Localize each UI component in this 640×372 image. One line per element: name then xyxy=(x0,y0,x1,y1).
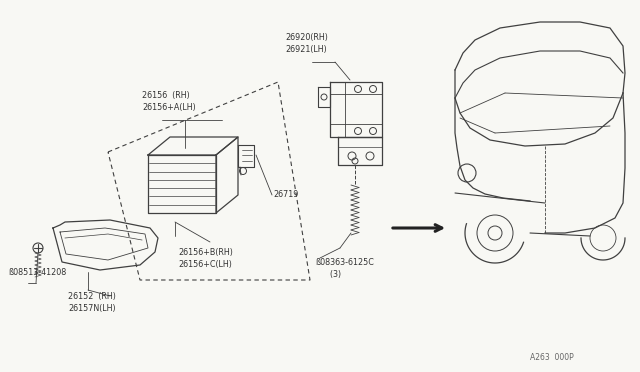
Text: A263  000P: A263 000P xyxy=(530,353,573,362)
Text: ß08513-41208: ß08513-41208 xyxy=(8,268,67,277)
Text: ß08363-6125C
      (3): ß08363-6125C (3) xyxy=(315,258,374,279)
Text: 26156  (RH)
26156+A(LH): 26156 (RH) 26156+A(LH) xyxy=(142,91,196,112)
Text: 26156+B(RH)
26156+C(LH): 26156+B(RH) 26156+C(LH) xyxy=(178,248,233,269)
Text: 26152  (RH)
26157N(LH): 26152 (RH) 26157N(LH) xyxy=(68,292,116,313)
Text: 26920(RH)
26921(LH): 26920(RH) 26921(LH) xyxy=(285,33,328,54)
Text: 26719: 26719 xyxy=(273,190,298,199)
